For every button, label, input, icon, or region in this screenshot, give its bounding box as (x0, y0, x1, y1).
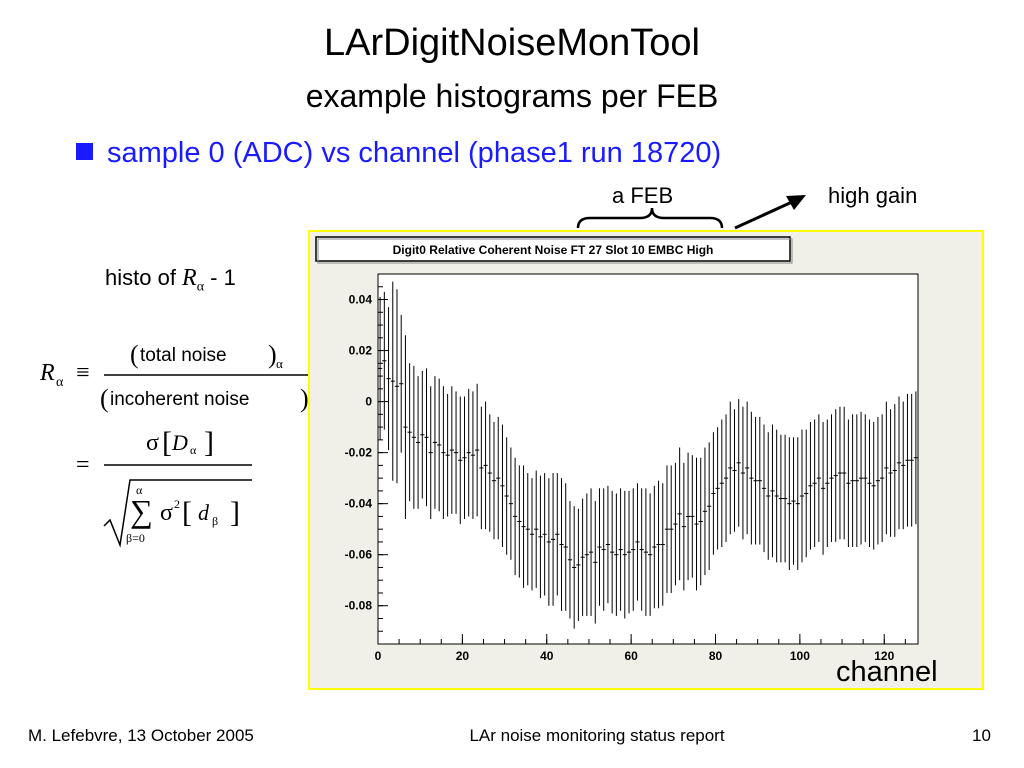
y-tick-label: 0.04 (349, 293, 373, 307)
y-axis: 0.04 0.02 0 -0.02 -0.04 -0.06 -0.08 (345, 286, 388, 632)
chart-title: Digit0 Relative Coherent Noise FT 27 Slo… (393, 243, 714, 257)
formula-sum: ∑ (130, 493, 153, 529)
formula-num-open: ( (130, 340, 139, 369)
formula-D-sub: α (190, 443, 197, 457)
formula-num-sub: α (276, 356, 283, 371)
arrow-line (734, 200, 793, 230)
histogram-chart: Digit0 Relative Coherent Noise FT 27 Slo… (315, 236, 919, 663)
x-tick-label: 0 (375, 649, 382, 663)
formula-sq: 2 (174, 497, 180, 511)
footer-title: LAr noise monitoring status report (469, 726, 725, 745)
formula-bracket-close: ] (204, 426, 214, 459)
high-gain-label: high gain (828, 183, 918, 208)
histo-prefix: histo of (105, 265, 183, 290)
formula-sum-top: α (136, 483, 143, 497)
bullet-square-icon (76, 143, 93, 160)
x-tick-label: 100 (790, 649, 810, 663)
formula-den-close: ) (300, 384, 309, 413)
noise-formula: R α ≡ ( total noise ) α ( incoherent noi… (39, 340, 326, 548)
slide-subtitle: example histograms per FEB (305, 78, 719, 114)
formula-bracket2-open: [ (182, 496, 192, 529)
formula-sum-bottom: β=0 (126, 531, 145, 545)
y-tick-label: -0.06 (345, 548, 373, 562)
formula-bracket2-close: ] (230, 496, 240, 529)
formula-den-text: incoherent noise (110, 389, 249, 410)
footer-page-number: 10 (972, 726, 991, 745)
formula-sigma: σ (146, 430, 159, 456)
y-tick-label: -0.08 (345, 599, 373, 613)
x-tick-label: 120 (874, 649, 894, 663)
bullet-text: sample 0 (ADC) vs channel (phase1 run 18… (107, 137, 722, 169)
formula-num-text: total noise (140, 345, 227, 366)
formula-eq: = (76, 452, 90, 478)
channel-axis-label: channel (836, 656, 938, 688)
y-tick-label: 0 (365, 395, 372, 409)
chart-title-shadow (317, 238, 793, 264)
histo-var: R (182, 265, 197, 291)
chart-title-box (315, 236, 791, 262)
histo-suffix: - 1 (204, 265, 236, 290)
arrow-head-icon (786, 195, 806, 210)
plot-frame (377, 273, 919, 645)
formula-bracket-open: [ (162, 426, 172, 459)
formula-sqrt-icon (103, 479, 252, 548)
formula-sigma2: σ (160, 500, 173, 526)
footer-author: M. Lefebvre, 13 October 2005 (28, 726, 254, 745)
histo-sub: α (196, 279, 205, 295)
x-tick-label: 80 (709, 649, 723, 663)
formula-d-sub: β (212, 514, 218, 528)
x-axis: 0 20 40 60 80 100 120 (375, 634, 906, 663)
annotation-graphics (576, 195, 806, 230)
feb-label: a FEB (612, 183, 674, 208)
formula-equiv: ≡ (76, 360, 90, 386)
formula-den-open: ( (100, 384, 109, 413)
formula-lhs-sub: α (56, 375, 64, 390)
slide-title: LArDigitNoiseMonTool (324, 22, 700, 64)
formula-num-close: ) (268, 340, 277, 369)
formula-D: D (171, 430, 188, 455)
x-tick-label: 60 (624, 649, 638, 663)
x-tick-label: 20 (456, 649, 470, 663)
bullet-item: sample 0 (ADC) vs channel (phase1 run 18… (76, 137, 721, 170)
y-tick-label: -0.04 (345, 497, 373, 511)
histo-label: histo of Rα - 1 (105, 265, 236, 295)
data-series (378, 281, 918, 629)
formula-lhs-var: R (39, 360, 55, 386)
brace-icon (576, 207, 724, 229)
formula-d: d (198, 500, 210, 525)
x-tick-label: 40 (540, 649, 554, 663)
y-tick-label: 0.02 (349, 344, 373, 358)
y-tick-label: -0.02 (345, 446, 373, 460)
histogram-panel: Digit0 Relative Coherent Noise FT 27 Slo… (308, 230, 984, 690)
